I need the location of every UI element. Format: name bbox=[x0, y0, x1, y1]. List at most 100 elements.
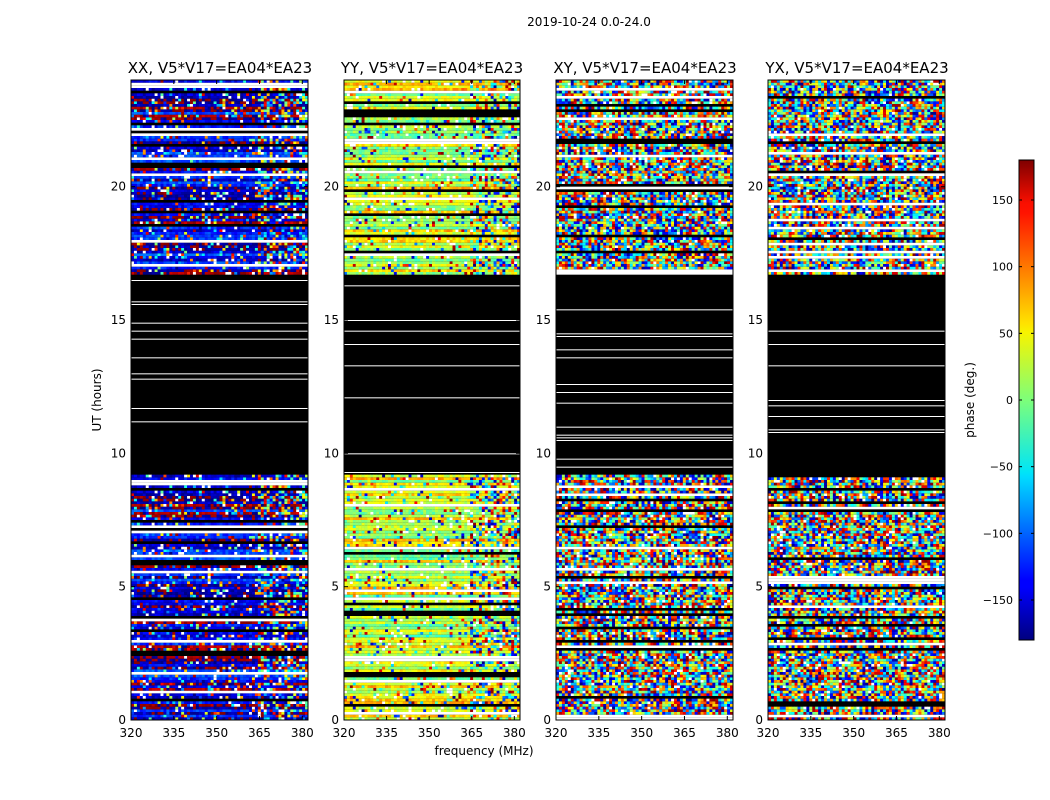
heatmap-cell bbox=[228, 547, 231, 550]
heatmap-cell bbox=[243, 573, 246, 576]
heatmap-cell bbox=[228, 573, 231, 576]
heatmap-cell bbox=[290, 624, 293, 627]
heatmap-cell bbox=[231, 677, 234, 680]
heatmap-cell bbox=[273, 637, 276, 640]
heatmap-cell bbox=[143, 669, 146, 672]
heatmap-cell bbox=[249, 573, 252, 576]
heatmap-cell bbox=[211, 579, 214, 582]
heatmap-cell bbox=[290, 517, 293, 520]
heatmap-cell bbox=[252, 685, 255, 688]
heatmap-cell bbox=[276, 595, 279, 598]
heatmap-cell bbox=[249, 707, 252, 710]
heatmap-cell bbox=[184, 501, 187, 504]
heatmap-cell bbox=[228, 589, 231, 592]
heatmap-cell bbox=[143, 648, 146, 651]
heatmap-cell bbox=[264, 603, 267, 606]
heatmap-cell bbox=[258, 627, 261, 630]
heatmap-cell bbox=[231, 557, 234, 560]
heatmap-cell bbox=[281, 712, 284, 715]
heatmap-cell bbox=[217, 499, 220, 502]
heatmap-cell bbox=[246, 605, 249, 608]
heatmap-cell bbox=[299, 557, 302, 560]
heatmap-cell bbox=[211, 704, 214, 707]
heatmap-cell bbox=[249, 621, 252, 624]
figure-suptitle: 2019-10-24 0.0-24.0 bbox=[527, 15, 651, 29]
heatmap-cell bbox=[284, 709, 287, 712]
heatmap-cell bbox=[161, 595, 164, 598]
heatmap-cell bbox=[290, 608, 293, 611]
heatmap-cell bbox=[149, 688, 152, 691]
heatmap-cell bbox=[281, 573, 284, 576]
heatmap-cell bbox=[237, 632, 240, 635]
heatmap-cell bbox=[166, 656, 169, 659]
heatmap-cell bbox=[190, 517, 193, 520]
heatmap-cell bbox=[293, 715, 296, 718]
heatmap-cell bbox=[225, 576, 228, 579]
heatmap-cell bbox=[172, 608, 175, 611]
heatmap-cell bbox=[175, 632, 178, 635]
heatmap-cell bbox=[199, 523, 202, 526]
heatmap-cell bbox=[258, 611, 261, 614]
heatmap-cell bbox=[249, 515, 252, 518]
heatmap-cell bbox=[293, 603, 296, 606]
heatmap-cell bbox=[267, 565, 270, 568]
heatmap-cell bbox=[231, 635, 234, 638]
heatmap-cell bbox=[237, 603, 240, 606]
heatmap-cell bbox=[163, 704, 166, 707]
heatmap-cell bbox=[290, 536, 293, 539]
heatmap-cell bbox=[284, 712, 287, 715]
heatmap-cell bbox=[299, 573, 302, 576]
heatmap-cell bbox=[228, 683, 231, 686]
heatmap-cell bbox=[169, 709, 172, 712]
blank-row bbox=[131, 619, 308, 622]
heatmap-cell bbox=[279, 539, 282, 542]
heatmap-cell bbox=[237, 667, 240, 670]
heatmap-cell bbox=[270, 669, 273, 672]
heatmap-cell bbox=[261, 579, 264, 582]
heatmap-cell bbox=[149, 600, 152, 603]
heatmap-cell bbox=[184, 712, 187, 715]
heatmap-cell bbox=[222, 579, 225, 582]
heatmap-cell bbox=[228, 549, 231, 552]
heatmap-cell bbox=[152, 547, 155, 550]
heatmap-cell bbox=[281, 637, 284, 640]
heatmap-cell bbox=[264, 515, 267, 518]
heatmap-cell bbox=[267, 600, 270, 603]
heatmap-cell bbox=[163, 688, 166, 691]
heatmap-cell bbox=[202, 624, 205, 627]
heatmap-cell bbox=[243, 675, 246, 678]
heatmap-cell bbox=[302, 581, 305, 584]
heatmap-cell bbox=[161, 659, 164, 662]
heatmap-cell bbox=[196, 568, 199, 571]
heatmap-cell bbox=[175, 685, 178, 688]
heatmap-cell bbox=[208, 589, 211, 592]
heatmap-cell bbox=[243, 507, 246, 510]
heatmap-cell bbox=[214, 677, 217, 680]
heatmap-cell bbox=[175, 669, 178, 672]
heatmap-cell bbox=[166, 659, 169, 662]
heatmap-cell bbox=[290, 715, 293, 718]
heatmap-cell bbox=[234, 515, 237, 518]
heatmap-cell bbox=[152, 499, 155, 502]
heatmap-cell bbox=[243, 565, 246, 568]
heatmap-cell bbox=[296, 579, 299, 582]
heatmap-cell bbox=[140, 507, 143, 510]
heatmap-cell bbox=[284, 613, 287, 616]
heatmap-cell bbox=[258, 579, 261, 582]
heatmap-cell bbox=[155, 512, 158, 515]
heatmap-cell bbox=[214, 581, 217, 584]
heatmap-cell bbox=[273, 624, 276, 627]
heatmap-cell bbox=[214, 693, 217, 696]
heatmap-cell bbox=[299, 587, 302, 590]
heatmap-cell bbox=[279, 517, 282, 520]
heatmap-cell bbox=[284, 515, 287, 518]
heatmap-cell bbox=[137, 693, 140, 696]
heatmap-cell bbox=[152, 507, 155, 510]
heatmap-cell bbox=[214, 509, 217, 512]
heatmap-cell bbox=[196, 709, 199, 712]
heatmap-cell bbox=[249, 648, 252, 651]
heatmap-cell bbox=[155, 712, 158, 715]
heatmap-cell bbox=[255, 544, 258, 547]
heatmap-cell bbox=[169, 701, 172, 704]
heatmap-cell bbox=[184, 701, 187, 704]
